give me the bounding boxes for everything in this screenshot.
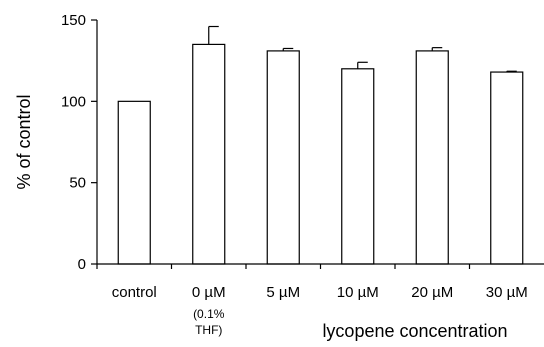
bar (415, 50, 449, 265)
x-tick-sublabel: THF) (195, 323, 222, 337)
x-axis-label: lycopene concentration (322, 321, 507, 341)
y-tick-label: 0 (78, 256, 86, 273)
y-axis: 0 50 100 150 (61, 12, 98, 273)
x-tick-label: 20 µM (411, 284, 453, 301)
x-tick-label: 30 µM (486, 284, 528, 301)
x-tick-label: 0 µM (192, 284, 226, 301)
x-tick-label: 5 µM (266, 284, 300, 301)
bar (266, 50, 300, 265)
bar (117, 100, 151, 265)
x-tick-label: control (112, 284, 157, 301)
x-tick-label: 10 µM (337, 284, 379, 301)
y-tick-label: 100 (61, 93, 86, 110)
x-tick-sublabel: (0.1% (193, 307, 225, 321)
x-axis: control 0 µM (0.1% THF) 5 µM 10 µM 20 µM 30 µM (96, 263, 544, 337)
bar (192, 43, 226, 265)
bar (490, 71, 524, 265)
y-tick-label: 150 (61, 12, 86, 29)
bars (117, 25, 524, 265)
y-axis-label: % of control (14, 94, 34, 189)
bar (341, 68, 375, 265)
y-tick-label: 50 (69, 175, 86, 192)
